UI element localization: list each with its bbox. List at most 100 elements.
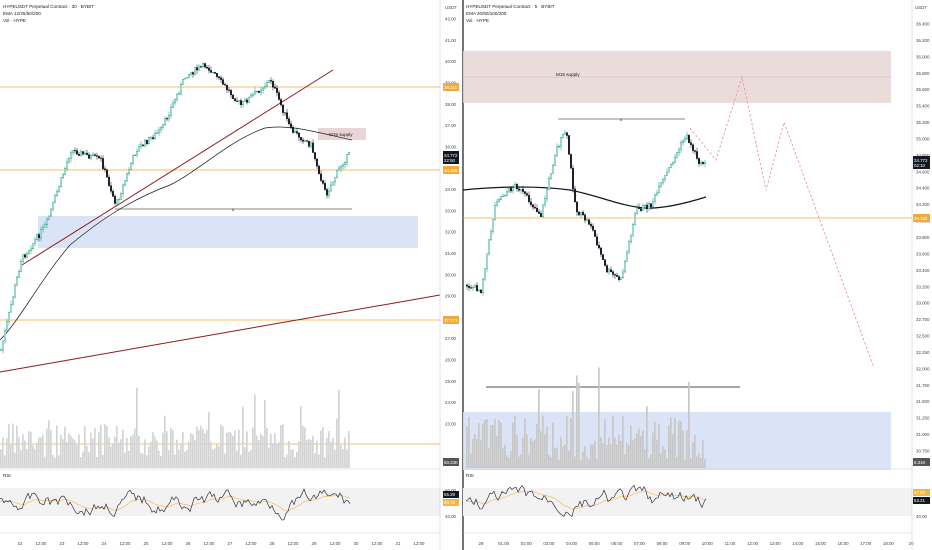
left-candle [159, 127, 162, 131]
left-candle [129, 163, 132, 170]
right-candle [476, 285, 479, 292]
right-volume-bar [468, 416, 470, 468]
left-candle [139, 144, 142, 147]
left-currency: USDT [445, 5, 457, 10]
right-volume-bar [564, 444, 566, 468]
left-volume-bar [110, 446, 112, 468]
left-volume-bar [274, 433, 276, 468]
right-candle [602, 254, 605, 261]
right-candle [490, 231, 493, 241]
right-volume-bar [520, 454, 522, 468]
left-volume-bar [298, 441, 300, 468]
left-rsi-tick: 60.00 [445, 488, 457, 493]
left-candle [24, 254, 27, 258]
left-price-tick: 26.00 [445, 358, 457, 363]
left-candle [340, 165, 343, 169]
left-volume-bar [272, 443, 274, 468]
right-time-tick: 01:00 [498, 541, 510, 546]
left-volume-bar [328, 431, 330, 468]
left-volume-bar [342, 449, 344, 468]
left-candle [58, 186, 61, 192]
left-candle [75, 150, 78, 155]
left-candle [296, 131, 299, 134]
left-price-tick: 24.00 [445, 400, 457, 405]
right-price-tick: 34.400 [916, 186, 930, 191]
left-volume-bar [288, 440, 290, 468]
left-time-tick: 12:00 [288, 541, 300, 546]
right-candle [684, 138, 687, 142]
right-header-ema: EMA 20/50/100/200 [466, 11, 507, 16]
left-volume-bar [338, 389, 340, 468]
right-volume-bar [646, 406, 648, 468]
left-price-tick: 36.00 [445, 144, 457, 149]
left-volume-bar [318, 454, 320, 468]
left-volume-bar [296, 451, 298, 468]
left-candle [332, 181, 335, 186]
right-volume-bar [660, 453, 662, 468]
left-candle [256, 90, 259, 92]
right-candle [496, 201, 499, 206]
left-candle [149, 137, 152, 139]
right-time-tick: 08:00 [657, 541, 669, 546]
left-price-axis: 42.0041.0040.0039.0038.0037.0036.0035.00… [445, 17, 457, 520]
right-candle [562, 134, 565, 138]
left-candle [161, 124, 164, 128]
left-volume-bar [162, 432, 164, 468]
right-volume-bar [504, 444, 506, 468]
left-panel: M15 supply x RSI 22 12:00 23 12:00 24 12:00 25… [0, 0, 459, 550]
right-price-tick: 35.800 [916, 71, 930, 76]
left-candle [46, 218, 49, 226]
left-volume-bar [58, 455, 60, 468]
left-volume-bar [174, 454, 176, 468]
left-volume-bar [140, 453, 142, 468]
right-volume-bar [680, 420, 682, 468]
left-volume-bar [50, 430, 52, 468]
left-candle [203, 63, 206, 68]
left-candle [247, 96, 250, 103]
left-volume-bar [130, 436, 132, 468]
left-volume-bar [48, 420, 50, 468]
right-price-tick: 31.250 [916, 416, 930, 421]
right-tags: 34.772 02:10 34.132 6.31K 57.52 53.21 [913, 156, 930, 504]
right-volume-bar [676, 456, 678, 468]
right-volume-bar [650, 454, 652, 468]
right-candle [682, 140, 685, 143]
right-candle [500, 195, 503, 200]
left-price-tick: 42.00 [445, 17, 457, 22]
right-time-tick: 09:00 [679, 541, 691, 546]
left-candle [40, 229, 43, 239]
left-time-tick: 25 [144, 541, 149, 546]
right-time-tick: 02:00 [521, 541, 533, 546]
right-volume-bar [640, 436, 642, 468]
right-volume-bar [574, 456, 576, 468]
right-candle [558, 145, 561, 148]
right-candle [686, 134, 689, 139]
left-candle [34, 239, 37, 244]
left-volume-bar [190, 433, 192, 468]
right-candles [466, 130, 707, 296]
right-volume-bar [606, 445, 608, 468]
left-candle [87, 154, 90, 159]
left-candle [239, 100, 242, 106]
right-candle [480, 289, 483, 293]
left-measure-label: x [232, 207, 235, 212]
right-volume-bar [652, 432, 654, 468]
right-candle [488, 239, 491, 254]
left-candle [141, 144, 144, 146]
right-volume-bar [502, 447, 504, 468]
right-volume-bar [688, 382, 690, 468]
right-candle [540, 213, 543, 217]
right-price-tick: 32.750 [916, 317, 930, 322]
right-volume-bar [648, 458, 650, 468]
right-volume-bar [674, 417, 676, 468]
right-time-tick: 05:00 [589, 541, 601, 546]
right-time-tick: 04:00 [566, 541, 578, 546]
left-candle [253, 90, 256, 95]
left-candle [215, 73, 218, 77]
left-volume-bar [100, 424, 102, 468]
left-candle [13, 285, 16, 298]
right-volume-bar [568, 451, 570, 468]
left-zone-label: M15 supply [329, 132, 353, 137]
left-candle [211, 72, 214, 74]
right-volume-bar [662, 446, 664, 468]
